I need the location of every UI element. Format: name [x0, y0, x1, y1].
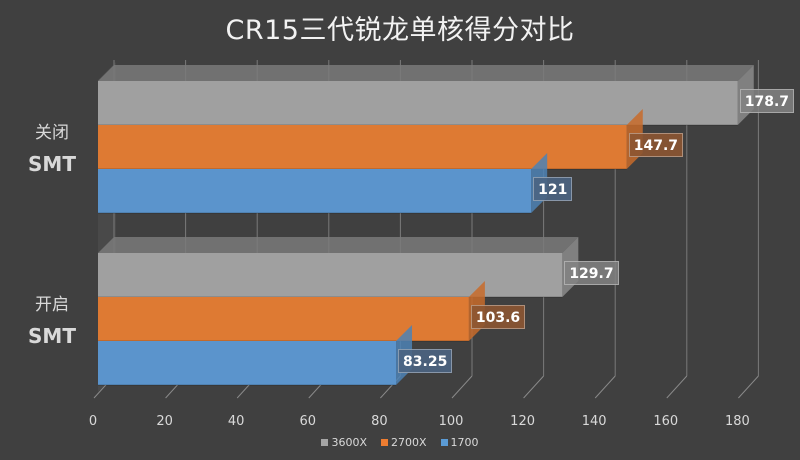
x-tick-label: 60: [299, 414, 317, 429]
x-tick-label: 40: [227, 414, 245, 429]
x-tick-label: 80: [371, 414, 388, 429]
data-label: 147.7: [628, 133, 684, 157]
category-label-line2: SMT: [28, 324, 76, 348]
x-tick-label: 160: [653, 414, 679, 429]
x-tick-label: 0: [88, 414, 98, 429]
x-tick-label: 120: [510, 414, 535, 429]
data-label: 103.6: [470, 305, 526, 329]
chart-title: CR15三代锐龙单核得分对比: [225, 15, 575, 46]
legend-label: 3600X: [331, 436, 367, 449]
category-label-line2: SMT: [28, 152, 76, 176]
category-label-smt-off: 关闭 SMT: [12, 122, 92, 178]
floor-line: [666, 375, 688, 399]
floor-line: [523, 375, 544, 399]
floor-line: [594, 375, 616, 399]
bar-1700[interactable]: [98, 325, 413, 386]
floor-line: [738, 375, 759, 399]
legend: 3600X 2700X 1700: [0, 436, 800, 449]
data-label: 178.7: [739, 89, 795, 113]
legend-label: 2700X: [391, 436, 427, 449]
floor-line: [451, 375, 473, 399]
category-label-line1: 开启: [35, 295, 69, 315]
bar-3600x[interactable]: [98, 65, 754, 126]
bar-3600x[interactable]: [98, 237, 579, 298]
x-tick-label: 180: [724, 414, 750, 429]
data-label: 121: [533, 177, 573, 201]
x-tick-label: 20: [156, 414, 173, 429]
legend-swatch-icon: [321, 439, 329, 446]
category-label-line1: 关闭: [35, 123, 69, 143]
x-tick-label: 100: [438, 414, 464, 429]
legend-item-1700[interactable]: 1700: [440, 436, 479, 449]
legend-swatch-icon: [381, 439, 388, 446]
category-label-smt-on: 开启 SMT: [12, 294, 92, 350]
data-label: 129.7: [564, 261, 619, 285]
legend-swatch-icon: [440, 439, 448, 446]
legend-item-3600x[interactable]: 3600X: [321, 436, 367, 449]
x-tick-label: 140: [581, 414, 607, 429]
legend-label: 1700: [450, 436, 479, 449]
data-label: 83.25: [398, 349, 453, 373]
legend-item-2700x[interactable]: 2700X: [381, 436, 427, 449]
